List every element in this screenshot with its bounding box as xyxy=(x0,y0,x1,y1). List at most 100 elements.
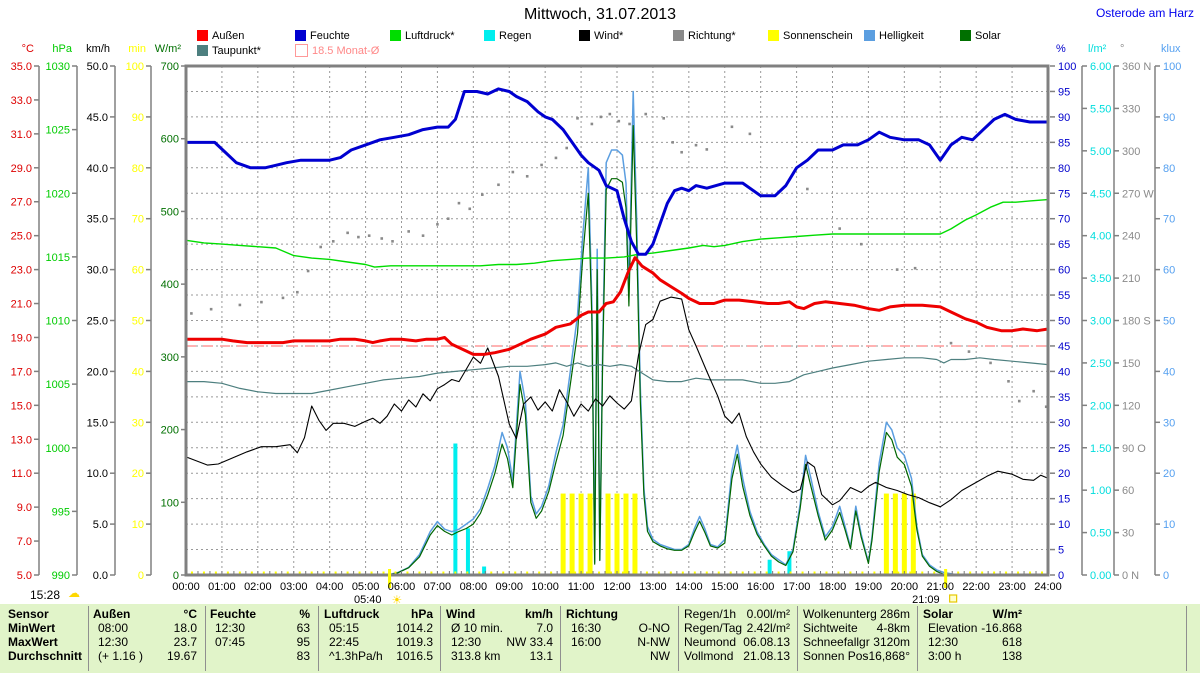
humidity_pct-tick-label: 60 xyxy=(1058,265,1070,277)
humidity_pct-tick-label: 40 xyxy=(1058,366,1070,378)
rain_lm2-tick-label: 1.00 xyxy=(1090,485,1111,497)
wind_kmh-tick-label: 40.0 xyxy=(87,163,108,175)
temp_c-tick-label: 31.0 xyxy=(11,129,32,141)
sunshine_min-tick-label: 70 xyxy=(132,214,144,226)
chart-series xyxy=(184,87,1050,576)
legend-item-helligkeit[interactable]: Helligkeit xyxy=(864,29,924,42)
legend-item-luftdruck-[interactable]: Luftdruck* xyxy=(390,29,455,42)
series-wind xyxy=(185,296,1049,508)
weather-chart[interactable]: °C 5.0 7.0 9.0 11.0 13.0 15.0 17.0 19.0 21.0 23.0 2… xyxy=(0,0,1200,604)
stats-info-label: Wolkenunterg xyxy=(803,607,877,621)
stats-info-value: 2.42l/m² xyxy=(746,621,790,635)
wind_kmh-tick-label: 50.0 xyxy=(87,61,108,73)
legend-label: Solar xyxy=(975,29,1001,42)
legend-item-regen[interactable]: Regen xyxy=(484,29,531,42)
x-tick-label: 01:00 xyxy=(208,581,236,593)
legend-item-18-5-monat-[interactable]: 18.5 Monat-Ø xyxy=(295,44,379,57)
wind_kmh-tick-label: 30.0 xyxy=(87,265,108,277)
legend-label: Sonnenschein xyxy=(783,29,853,42)
stats-value-time: 12:30 xyxy=(928,635,959,649)
temp_c-tick-label: 7.0 xyxy=(17,536,32,548)
stats-column-divider xyxy=(440,606,441,671)
legend-label: Luftdruck* xyxy=(405,29,455,42)
pressure_hpa-tick-label: 990 xyxy=(52,570,70,582)
direction_deg-tick-label: 270 W xyxy=(1122,188,1154,200)
sunshine_min-tick-label: 30 xyxy=(132,417,144,429)
legend-swatch-icon xyxy=(197,30,208,41)
stats-info-value: 06.08.13 xyxy=(743,635,790,649)
stats-column-divider xyxy=(917,606,918,671)
direction_deg-tick-label: 360 N xyxy=(1122,61,1151,73)
stats-group-header: Außen xyxy=(93,607,131,621)
legend-item-wind-[interactable]: Wind* xyxy=(579,29,623,42)
x-tick-label: 06:00 xyxy=(388,581,416,593)
stats-column-divider xyxy=(205,606,206,671)
stats-value-time: 3:00 h xyxy=(928,649,962,663)
x-tick-label: 16:00 xyxy=(747,581,775,593)
baseline-decoration xyxy=(190,571,1049,575)
x-tick-label: 19:00 xyxy=(855,581,883,593)
rain_lm2-tick-label: 3.50 xyxy=(1090,273,1111,285)
sunshine_min-tick-label: 0 xyxy=(138,570,144,582)
humidity_pct-tick-label: 30 xyxy=(1058,417,1070,429)
direction_deg-tick-label: 60 xyxy=(1122,485,1134,497)
x-tick-label: 24:00 xyxy=(1034,581,1062,593)
pressure_hpa-tick-label: 1030 xyxy=(46,61,70,73)
sunset-time: 21:09 xyxy=(912,594,940,604)
legend-label: 18.5 Monat-Ø xyxy=(312,44,380,57)
sunshine_min-tick-label: 60 xyxy=(132,265,144,277)
stats-value: -16.868 xyxy=(981,621,1022,635)
legend-item-sonnenschein[interactable]: Sonnenschein xyxy=(768,29,853,42)
rain_lm2-tick-label: 6.00 xyxy=(1090,61,1111,73)
stats-value: NW 33.4 xyxy=(506,635,553,649)
humidity_pct-tick-label: 100 xyxy=(1058,61,1076,73)
stats-info-label: Sichtweite xyxy=(803,621,858,635)
temp_c-tick-label: 27.0 xyxy=(11,197,32,209)
humidity_pct-tick-label: 25 xyxy=(1058,443,1070,455)
legend-item-richtung-[interactable]: Richtung* xyxy=(673,29,736,42)
stats-info-label: Regen/Tag xyxy=(684,621,743,635)
stats-value: 7.0 xyxy=(536,621,553,635)
rain_lm2-tick-label: 2.00 xyxy=(1090,400,1111,412)
humidity_pct-tick-label: 55 xyxy=(1058,290,1070,302)
sunrise-icon: ☀ xyxy=(392,593,403,604)
direction_deg-tick-label: 0 N xyxy=(1122,570,1139,582)
rain_lm2-tick-label: 5.00 xyxy=(1090,146,1111,158)
legend-swatch-icon xyxy=(579,30,590,41)
wind_kmh-tick-label: 25.0 xyxy=(87,316,108,328)
wind_kmh-tick-label: 35.0 xyxy=(87,214,108,226)
brightness_klux-tick-label: 50 xyxy=(1163,316,1175,328)
temp_c-tick-label: 35.0 xyxy=(11,61,32,73)
series-richtung xyxy=(190,112,1048,409)
series-sonnenschein xyxy=(560,493,916,575)
station-location: Osterode am Harz xyxy=(1095,6,1194,20)
status-time: 15:28 xyxy=(30,588,61,602)
stats-value-time: ^1.3hPa/h xyxy=(329,649,383,663)
axis-unit-sunshine_min: min xyxy=(128,43,146,55)
stats-value-time: 313.8 km xyxy=(451,649,501,663)
series-taupunkt xyxy=(185,357,1049,395)
x-tick-label: 23:00 xyxy=(998,581,1026,593)
legend-item-au-en[interactable]: Außen xyxy=(197,29,244,42)
humidity_pct-tick-label: 75 xyxy=(1058,188,1070,200)
legend-label: Wind* xyxy=(594,29,624,42)
legend-item-taupunkt-[interactable]: Taupunkt* xyxy=(197,44,261,57)
rain_lm2-tick-label: 0.00 xyxy=(1090,570,1111,582)
humidity_pct-tick-label: 70 xyxy=(1058,214,1070,226)
humidity_pct-tick-label: 5 xyxy=(1058,545,1064,557)
stats-value: 1016.5 xyxy=(396,649,433,663)
brightness_klux-tick-label: 90 xyxy=(1163,112,1175,124)
temp_c-tick-label: 33.0 xyxy=(11,95,32,107)
stats-group-unit: hPa xyxy=(410,607,433,621)
axis-unit-solar_wm2: W/m² xyxy=(155,43,182,55)
stats-value-time: 07:45 xyxy=(215,635,246,649)
temp_c-tick-label: 11.0 xyxy=(11,468,32,480)
stats-value: 83 xyxy=(296,649,310,663)
legend-item-solar[interactable]: Solar xyxy=(960,29,1001,42)
temp_c-tick-label: 15.0 xyxy=(11,400,32,412)
stats-value: 23.7 xyxy=(173,635,197,649)
stats-value-time: Ø 10 min. xyxy=(451,621,504,635)
legend-item-feuchte[interactable]: Feuchte xyxy=(295,29,350,42)
stats-value: 63 xyxy=(296,621,310,635)
stats-info-value: 21.08.13 xyxy=(743,649,790,663)
